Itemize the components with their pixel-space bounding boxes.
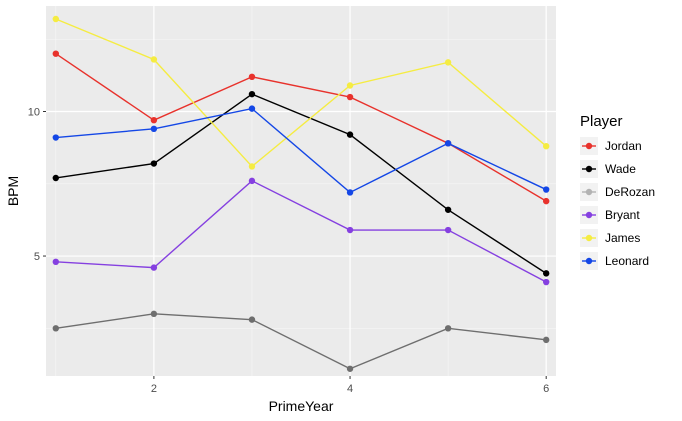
x-tick-label: 2 (151, 383, 157, 395)
data-point-leonard (248, 105, 256, 112)
legend-point-jordan (585, 142, 593, 150)
data-point-wade (444, 206, 452, 213)
data-point-james (150, 56, 158, 63)
data-point-bryant (444, 226, 452, 234)
x-axis: 2 4 6 (151, 376, 549, 395)
legend-point-james (585, 234, 593, 242)
data-point-leonard (444, 140, 452, 147)
legend: Player Jordan Wade DeRozan Bryant James Leona… (580, 113, 655, 270)
plot-panel (46, 6, 556, 376)
legend-label-leonard: Leonard (605, 254, 649, 268)
x-tick-label: 6 (543, 383, 549, 395)
data-point-derozan (248, 316, 256, 323)
y-tick-label: 5 (34, 251, 40, 263)
data-point-jordan (150, 116, 158, 124)
data-point-bryant (248, 177, 256, 185)
data-point-leonard (542, 186, 550, 193)
legend-point-derozan (585, 188, 593, 196)
legend-label-james: James (605, 231, 640, 245)
legend-point-leonard (585, 257, 593, 265)
data-point-wade (52, 174, 60, 182)
data-point-wade (150, 160, 158, 167)
data-point-leonard (346, 189, 354, 196)
data-point-james (346, 82, 354, 89)
data-point-derozan (346, 365, 354, 372)
legend-point-wade (585, 165, 593, 173)
series-line-derozan (55, 313, 547, 370)
legend-label-derozan: DeRozan (605, 185, 655, 199)
series-line-bryant (55, 180, 547, 283)
y-axis-title: BPM (5, 176, 21, 206)
data-point-james (542, 142, 550, 150)
series-layer (52, 15, 550, 372)
y-axis: 5 10 (28, 107, 46, 263)
data-point-derozan (542, 336, 550, 344)
legend-label-jordan: Jordan (605, 139, 642, 153)
legend-label-bryant: Bryant (605, 208, 640, 222)
data-point-bryant (52, 258, 60, 266)
data-point-wade (248, 90, 256, 98)
series-line-wade (55, 93, 547, 274)
data-point-bryant (346, 226, 354, 234)
x-axis-title: PrimeYear (269, 398, 334, 414)
legend-label-wade: Wade (605, 162, 636, 176)
series-line-jordan (55, 53, 547, 202)
data-point-james (444, 59, 452, 66)
data-point-derozan (52, 325, 60, 332)
data-point-wade (346, 131, 354, 138)
data-point-derozan (444, 325, 452, 332)
data-point-james (248, 163, 256, 170)
series-line-leonard (55, 107, 547, 194)
data-point-bryant (542, 278, 550, 286)
legend-title: Player (580, 113, 623, 130)
data-point-jordan (248, 73, 256, 81)
data-point-james (52, 15, 60, 23)
series-line-james (55, 18, 547, 168)
data-point-leonard (150, 125, 158, 133)
data-point-derozan (150, 310, 158, 318)
data-point-jordan (346, 93, 354, 101)
y-tick-label: 10 (28, 107, 40, 119)
data-point-leonard (52, 134, 60, 141)
data-point-wade (542, 270, 550, 277)
data-point-jordan (52, 50, 60, 57)
data-point-bryant (150, 264, 158, 271)
x-tick-label: 4 (347, 383, 353, 395)
grid-minor (46, 6, 556, 376)
legend-point-bryant (585, 211, 593, 219)
data-point-jordan (542, 197, 550, 205)
